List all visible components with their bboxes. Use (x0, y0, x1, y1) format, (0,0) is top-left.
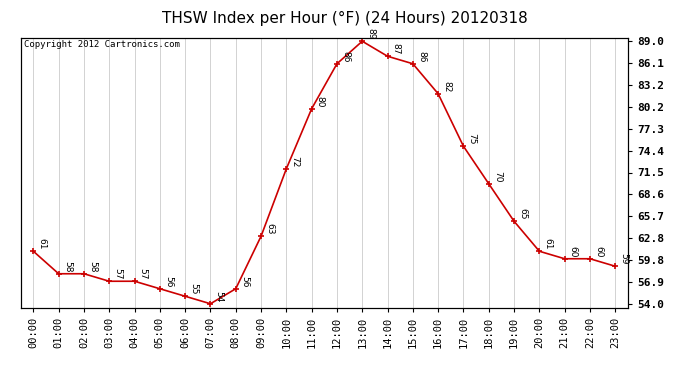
Text: 56: 56 (164, 276, 173, 287)
Text: 75: 75 (468, 134, 477, 145)
Text: 61: 61 (544, 238, 553, 250)
Text: 86: 86 (417, 51, 426, 62)
Text: 58: 58 (88, 261, 97, 272)
Text: 87: 87 (392, 44, 401, 55)
Text: 54: 54 (215, 291, 224, 302)
Text: 60: 60 (569, 246, 578, 257)
Text: 86: 86 (341, 51, 350, 62)
Text: 89: 89 (366, 28, 375, 40)
Text: 65: 65 (518, 209, 527, 220)
Text: 57: 57 (113, 268, 122, 280)
Text: 55: 55 (189, 284, 198, 295)
Text: 61: 61 (37, 238, 46, 250)
Text: 63: 63 (265, 224, 274, 235)
Text: 72: 72 (290, 156, 299, 167)
Text: Copyright 2012 Cartronics.com: Copyright 2012 Cartronics.com (23, 40, 179, 49)
Text: 59: 59 (620, 254, 629, 265)
Text: 70: 70 (493, 171, 502, 182)
Text: 58: 58 (63, 261, 72, 272)
Text: 57: 57 (139, 268, 148, 280)
Text: 82: 82 (442, 81, 451, 92)
Text: 56: 56 (240, 276, 249, 287)
Text: 80: 80 (316, 96, 325, 107)
Text: THSW Index per Hour (°F) (24 Hours) 20120318: THSW Index per Hour (°F) (24 Hours) 2012… (162, 11, 528, 26)
Text: 60: 60 (594, 246, 603, 257)
